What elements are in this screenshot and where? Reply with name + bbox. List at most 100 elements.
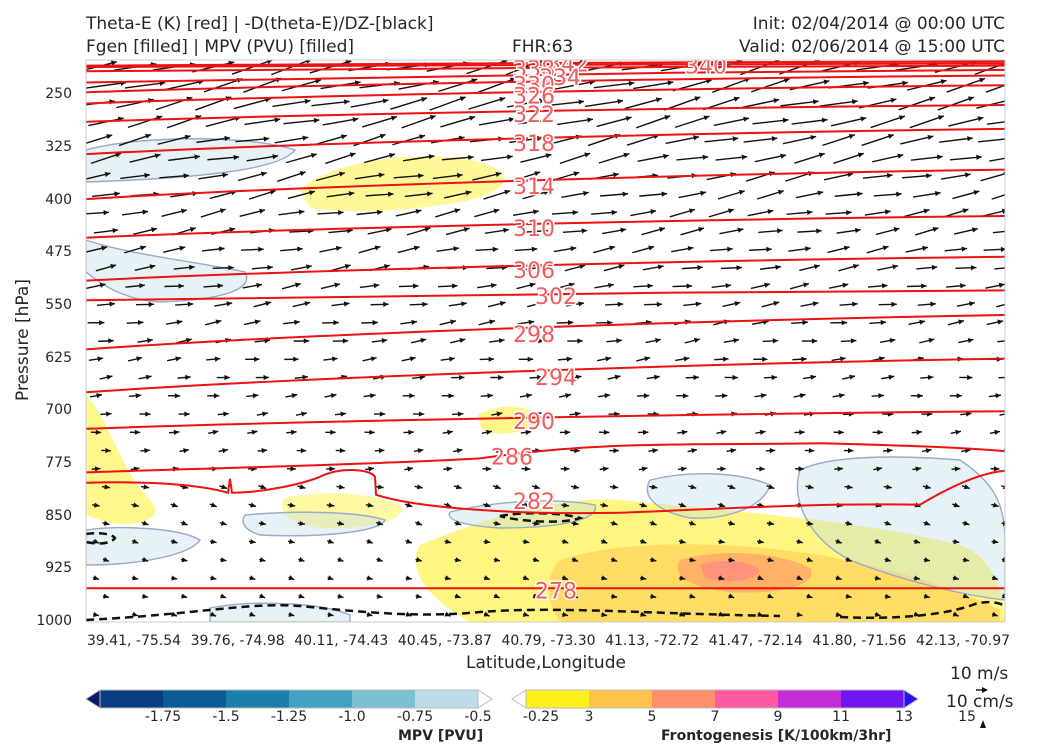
wind-vector-head bbox=[681, 429, 688, 435]
wind-vector-head bbox=[419, 134, 426, 140]
wind-vector-head bbox=[967, 337, 974, 344]
wind-vector-head bbox=[720, 429, 727, 435]
wind-vector-head bbox=[567, 320, 574, 326]
wind-vector-head bbox=[250, 502, 257, 508]
wind-vector-head bbox=[936, 154, 943, 160]
y-tick-label: 550 bbox=[45, 296, 72, 313]
fgen-colorbar-tick: 11 bbox=[832, 709, 850, 725]
x-tick-label: 40.11, -74.43 bbox=[294, 633, 389, 649]
wind-vector-head bbox=[622, 191, 629, 197]
wind-vector-head bbox=[529, 282, 536, 288]
wind-vector-head bbox=[533, 557, 540, 563]
wind-vector-head bbox=[298, 209, 305, 215]
wind-vector-head bbox=[783, 77, 790, 83]
wind-vector-head bbox=[562, 611, 568, 618]
wind-vector-head bbox=[680, 466, 687, 472]
wind-vector bbox=[978, 138, 1005, 143]
wind-vector-head bbox=[777, 189, 784, 195]
wind-vector-head bbox=[382, 98, 389, 104]
wind-vector-head bbox=[850, 338, 857, 344]
wind-vector-head bbox=[452, 283, 458, 289]
wind-vector-head bbox=[927, 134, 934, 140]
wind-vector-head bbox=[679, 575, 686, 581]
wind-vector bbox=[86, 134, 113, 144]
reference-vectors bbox=[976, 687, 988, 728]
wind-vector-head bbox=[839, 356, 846, 362]
wind-vector-head bbox=[806, 593, 813, 599]
wind-vector-head bbox=[642, 429, 649, 435]
wind-vector-head bbox=[998, 282, 1005, 288]
x-tick-label: 41.13, -72.72 bbox=[605, 633, 700, 649]
y-tick-label: 250 bbox=[45, 86, 72, 103]
wind-vector-head bbox=[766, 246, 772, 252]
wind-vector-head bbox=[210, 611, 217, 617]
wind-vector-head bbox=[531, 246, 538, 252]
wind-vector-head bbox=[688, 208, 695, 214]
wind-vector bbox=[86, 81, 127, 89]
wind-vector-head bbox=[767, 593, 774, 599]
wind-vector-head bbox=[720, 466, 726, 472]
wind-vector-head bbox=[421, 97, 428, 103]
wind-vector-head bbox=[522, 611, 529, 617]
wind-vector-head bbox=[890, 97, 897, 103]
wind-vectors bbox=[86, 60, 1018, 618]
wind-vector-head bbox=[886, 448, 893, 454]
wind-vector-head bbox=[327, 575, 334, 581]
wind-vector bbox=[585, 99, 624, 108]
wind-vector-head bbox=[643, 393, 650, 399]
wind-vector-head bbox=[775, 264, 781, 270]
wind-vector-head bbox=[348, 191, 355, 197]
wind-vector-head bbox=[220, 520, 227, 526]
wind-vector-head bbox=[1003, 171, 1005, 177]
wind-vector-head bbox=[601, 575, 608, 581]
wind-vector-head bbox=[266, 60, 273, 65]
wind-vector-head bbox=[94, 502, 100, 508]
wind-vector-head bbox=[979, 77, 986, 83]
wind-vector-head bbox=[852, 301, 858, 307]
wind-vector-head bbox=[456, 172, 463, 179]
wind-vector bbox=[898, 96, 936, 111]
wind-vector-head bbox=[224, 374, 230, 381]
wind-vector-head bbox=[381, 338, 388, 344]
fgen-colorbar-tick: 3 bbox=[584, 709, 594, 725]
wind-vector-head bbox=[288, 538, 295, 545]
wind-vector-head bbox=[468, 154, 474, 161]
wind-vector-head bbox=[93, 538, 100, 544]
wind-vector-head bbox=[409, 393, 415, 399]
wind-vector-head bbox=[574, 411, 581, 417]
wind-vector-head bbox=[1012, 190, 1018, 195]
wind-vector-head bbox=[256, 282, 262, 288]
wind-vector-head bbox=[523, 538, 530, 545]
wind-vector-head bbox=[995, 393, 1002, 399]
wind-vector-head bbox=[183, 448, 189, 454]
wind-vector-head bbox=[880, 319, 887, 326]
wind-vector-head bbox=[483, 611, 490, 617]
wind-vector bbox=[822, 134, 856, 147]
wind-vector-head bbox=[764, 282, 771, 288]
wind-vector bbox=[477, 77, 517, 94]
wind-vector-head bbox=[383, 264, 390, 270]
wind-vector-head bbox=[145, 374, 152, 380]
wind-vector-head bbox=[799, 429, 805, 435]
wind-vector-head bbox=[663, 153, 669, 159]
wind-vector-head bbox=[272, 154, 279, 160]
wind-vector-head bbox=[340, 134, 347, 140]
wind-vector-head bbox=[224, 135, 231, 142]
wind-vector-head bbox=[679, 611, 686, 617]
wind-vector-head bbox=[494, 557, 501, 563]
wind-vector-head bbox=[976, 154, 982, 160]
wind-vector-head bbox=[260, 520, 266, 526]
wind-vector-head bbox=[484, 502, 491, 508]
wind-vector-head bbox=[971, 227, 978, 233]
wind-vector-head bbox=[953, 538, 960, 545]
wind-vector-head bbox=[863, 80, 869, 86]
wind-vector-head bbox=[845, 593, 852, 599]
wind-vector-head bbox=[884, 209, 891, 215]
wind-vector-head bbox=[849, 374, 856, 380]
wind-vector-head bbox=[721, 393, 728, 399]
wind-vector-head bbox=[887, 133, 894, 139]
wind-vector-head bbox=[103, 556, 109, 562]
mpv-colorbar-tick: -0.25 bbox=[522, 709, 560, 725]
wind-vector-head bbox=[313, 117, 320, 124]
wind-vector-head bbox=[229, 227, 236, 233]
